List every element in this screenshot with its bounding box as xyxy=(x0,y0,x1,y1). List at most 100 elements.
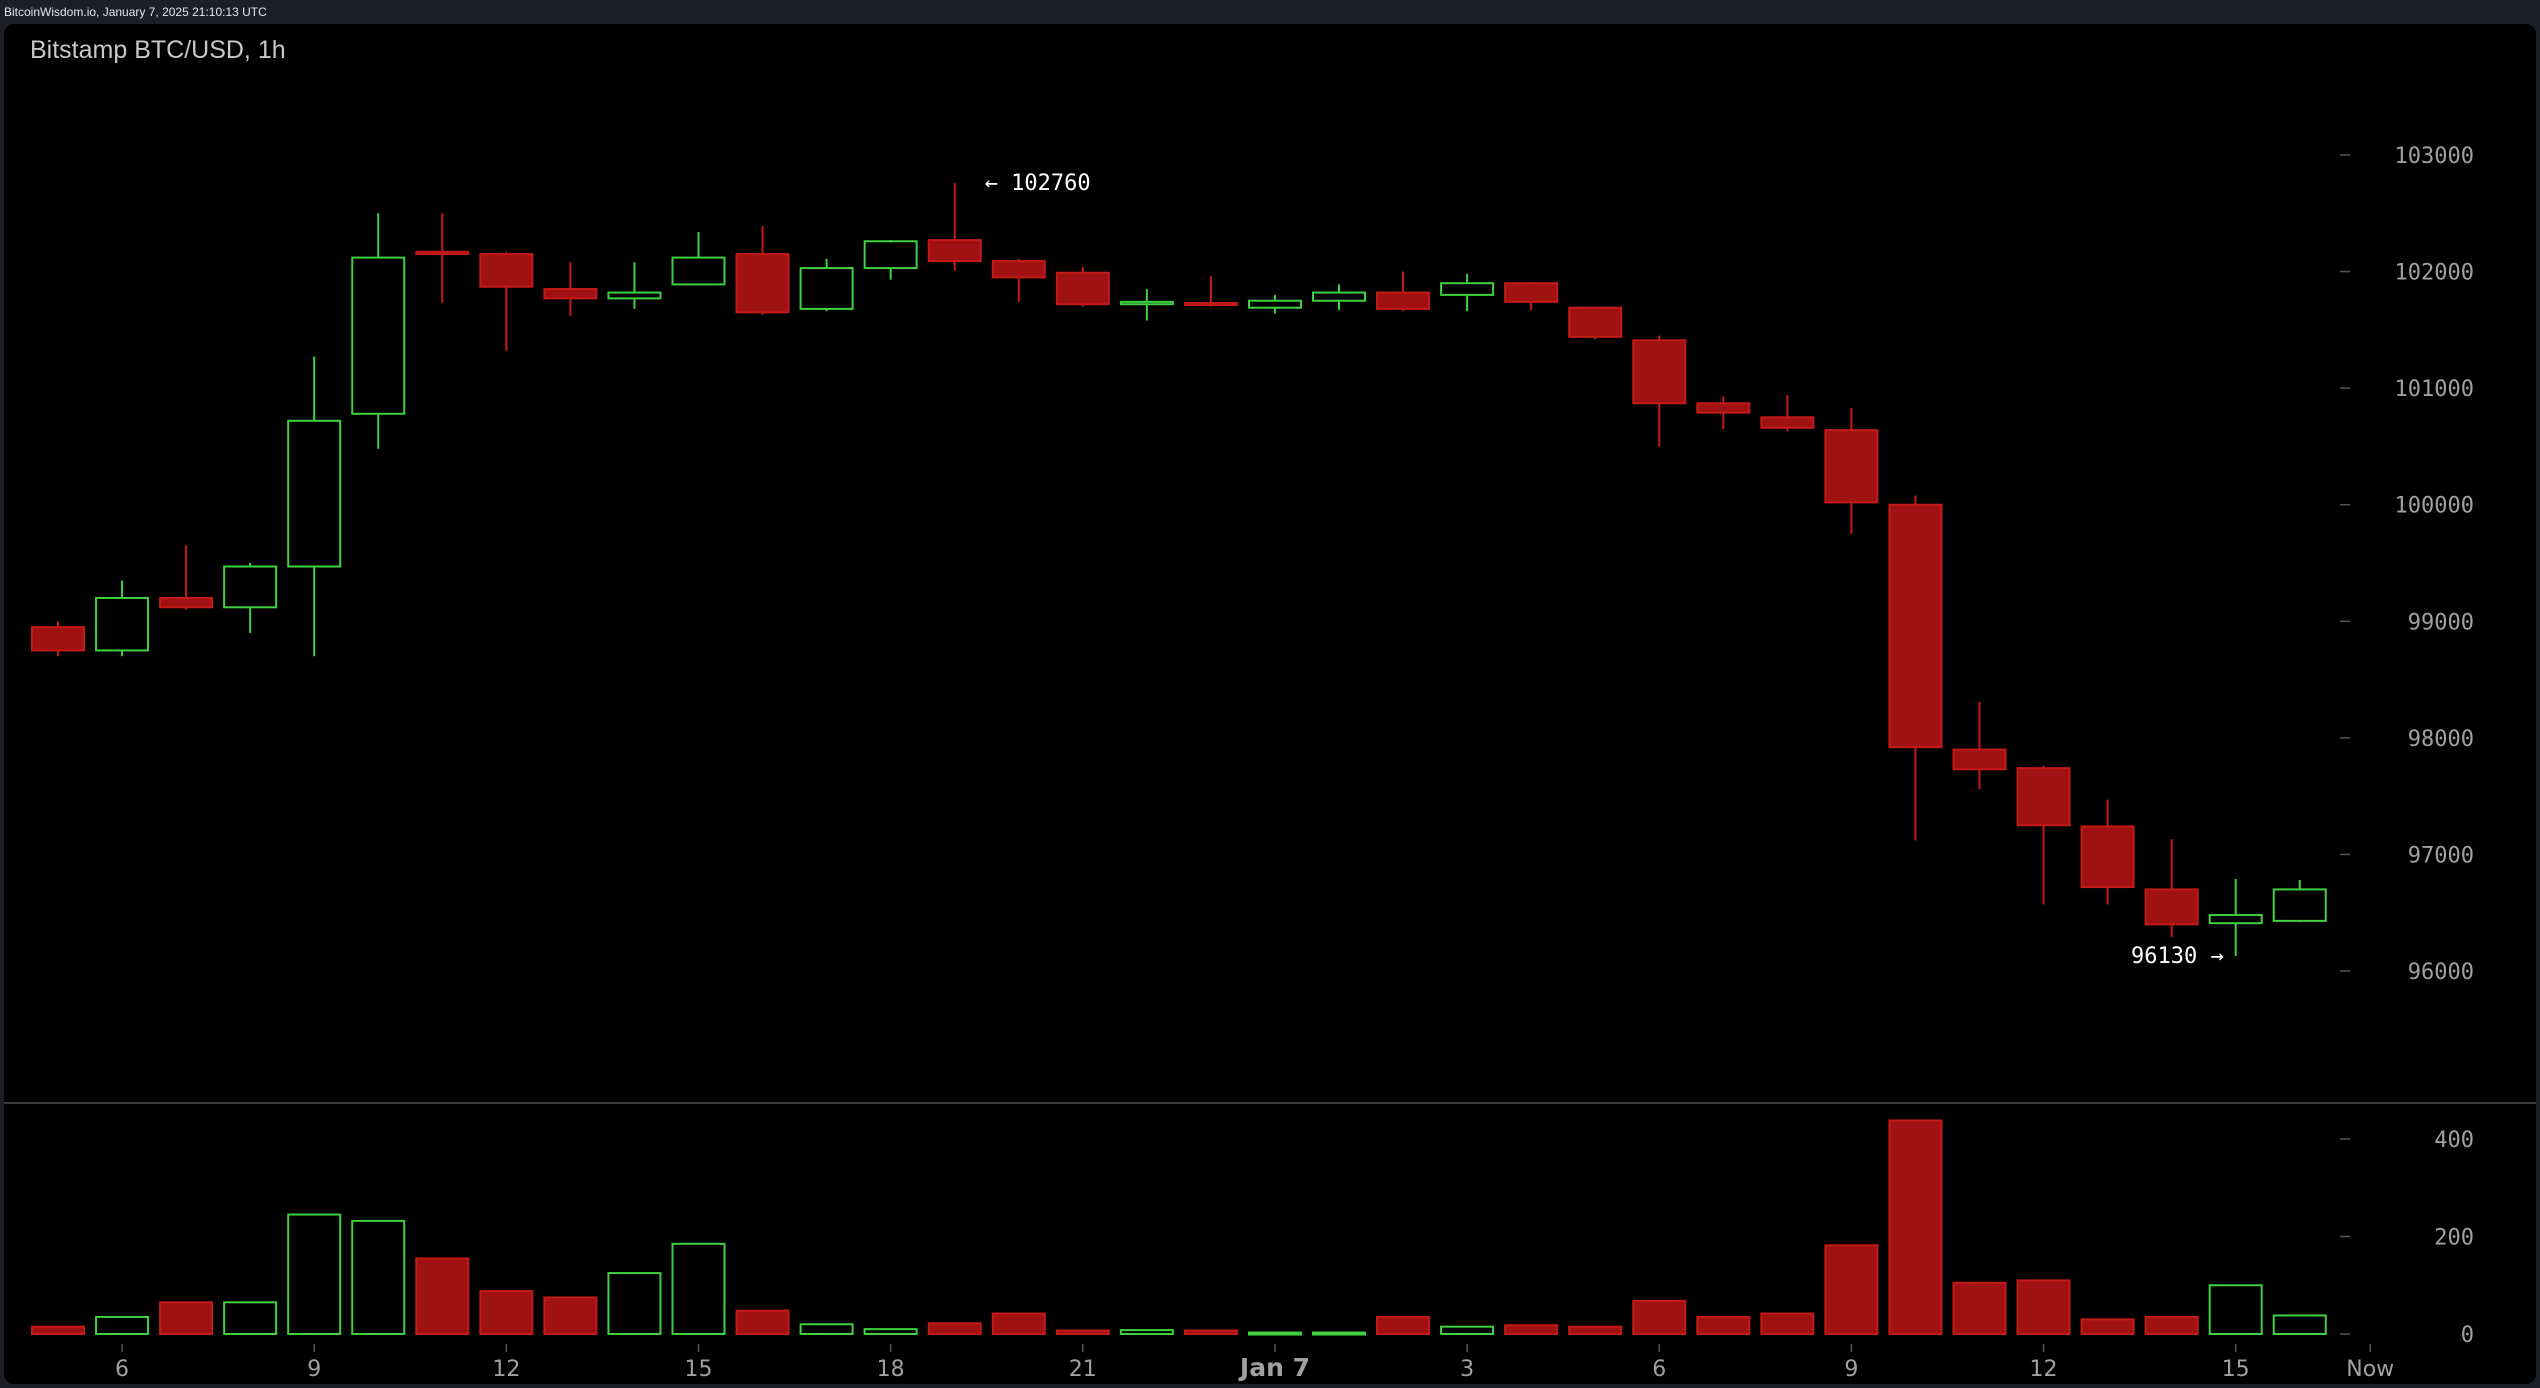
volume-bar xyxy=(991,1312,1046,1336)
candle xyxy=(1696,396,1751,429)
candle xyxy=(799,258,854,312)
candle xyxy=(1376,271,1431,312)
price-tick-label: 97000 xyxy=(2408,843,2474,868)
candle xyxy=(1440,273,1495,312)
candle xyxy=(1504,282,1559,311)
volume-bar xyxy=(287,1213,342,1335)
candle-body xyxy=(1952,748,2007,771)
price-tick-label: 99000 xyxy=(2408,610,2474,635)
time-axis: 6 9 12 15 18 21 Jan 7 3 6 9 12 15 Now xyxy=(115,1344,2394,1382)
candle xyxy=(1568,306,1623,340)
candle-body xyxy=(991,260,1046,279)
volume-bar xyxy=(1696,1315,1751,1335)
candle-body xyxy=(223,565,278,609)
time-tick-label: 15 xyxy=(685,1357,713,1382)
candle-body xyxy=(31,626,85,652)
volume-bar xyxy=(799,1323,854,1335)
volume-bar xyxy=(2016,1279,2071,1335)
top-bar: BitcoinWisdom.io, January 7, 2025 21:10:… xyxy=(0,0,2540,24)
candle xyxy=(2080,799,2135,905)
candle xyxy=(1247,294,1302,314)
candle xyxy=(1119,289,1174,321)
time-tick-label: 9 xyxy=(307,1357,321,1382)
candlestick-series xyxy=(31,182,2327,956)
candle-body xyxy=(1312,291,1366,302)
volume-bar xyxy=(543,1296,598,1335)
candle xyxy=(1183,276,1238,307)
time-tick-label: 6 xyxy=(115,1357,129,1382)
candle xyxy=(479,251,534,351)
candle-body xyxy=(735,253,790,314)
volume-bar xyxy=(1888,1119,1943,1335)
candle-body xyxy=(863,240,918,270)
candle xyxy=(671,231,726,286)
candle-body xyxy=(2144,888,2199,926)
candle xyxy=(159,545,214,610)
time-tick-label: Jan 7 xyxy=(1238,1353,1310,1382)
candle-body xyxy=(607,291,662,300)
time-tick-label: 9 xyxy=(1844,1357,1858,1382)
candle-body xyxy=(2080,825,2135,889)
candle-body xyxy=(1440,282,1495,296)
candle-body xyxy=(1824,429,1879,504)
volume-bar xyxy=(1632,1299,1687,1335)
time-tick-label: 21 xyxy=(1069,1357,1097,1382)
volume-bar xyxy=(1504,1324,1559,1335)
candle-body xyxy=(95,596,150,652)
candle xyxy=(991,258,1046,302)
price-tick-label: 96000 xyxy=(2408,960,2474,985)
candle-body xyxy=(351,256,406,415)
volume-bar xyxy=(2080,1318,2135,1335)
price-tick-label: 102000 xyxy=(2395,261,2474,286)
volume-bar xyxy=(671,1242,726,1335)
price-annotations: ← 102760 96130 → xyxy=(985,171,2224,969)
candle-body xyxy=(159,596,214,609)
candle xyxy=(2208,878,2263,956)
candle xyxy=(351,213,406,449)
volume-bar xyxy=(927,1322,982,1336)
volume-bar xyxy=(863,1328,918,1335)
time-tick-label: 12 xyxy=(2030,1357,2058,1382)
volume-bar xyxy=(735,1309,790,1335)
volume-bar xyxy=(1440,1325,1495,1335)
low-price-label: 96130 → xyxy=(2131,944,2224,969)
candle-body xyxy=(543,288,598,300)
candle-body xyxy=(1696,402,1751,414)
price-tick-label: 100000 xyxy=(2395,494,2474,519)
candle-body xyxy=(1888,503,1943,749)
volume-bar xyxy=(2272,1314,2327,1335)
candle-body xyxy=(1247,299,1302,309)
candle-body xyxy=(1760,416,1815,429)
chart-title: Bitstamp BTC/USD, 1h xyxy=(30,36,286,64)
volume-tick-label: 200 xyxy=(2434,1226,2474,1251)
volume-bar xyxy=(1119,1329,1174,1335)
price-tick-label: 98000 xyxy=(2408,727,2474,752)
volume-bar xyxy=(1247,1331,1302,1336)
timestamp-label: BitcoinWisdom.io, January 7, 2025 21:10:… xyxy=(4,5,267,19)
candle xyxy=(1632,335,1687,447)
candle xyxy=(223,563,278,633)
candle xyxy=(543,262,598,316)
candle xyxy=(1312,284,1366,311)
price-tick-label: 103000 xyxy=(2395,144,2474,169)
volume-bar xyxy=(31,1325,85,1335)
candle xyxy=(1055,266,1110,307)
volume-bar xyxy=(1376,1315,1431,1335)
candle-body xyxy=(1055,271,1110,306)
volume-series xyxy=(31,1119,2327,1336)
volume-tick-label: 0 xyxy=(2461,1323,2474,1348)
volume-bar xyxy=(223,1301,278,1335)
price-volume-chart: 96000 97000 98000 99000 100000 101000 102000 10… xyxy=(4,144,2536,1382)
volume-bar xyxy=(1312,1331,1366,1336)
time-tick-label: 18 xyxy=(877,1357,905,1382)
candle-body xyxy=(287,419,342,568)
volume-axis: 0 200 400 xyxy=(2340,1128,2474,1348)
candle-body xyxy=(1504,282,1559,303)
volume-bar xyxy=(479,1290,534,1335)
candle xyxy=(287,356,342,657)
volume-bar xyxy=(1952,1281,2007,1335)
volume-bar xyxy=(1568,1325,1623,1335)
candle-body xyxy=(671,256,726,286)
candle-body xyxy=(1632,339,1687,405)
candle xyxy=(415,213,470,304)
